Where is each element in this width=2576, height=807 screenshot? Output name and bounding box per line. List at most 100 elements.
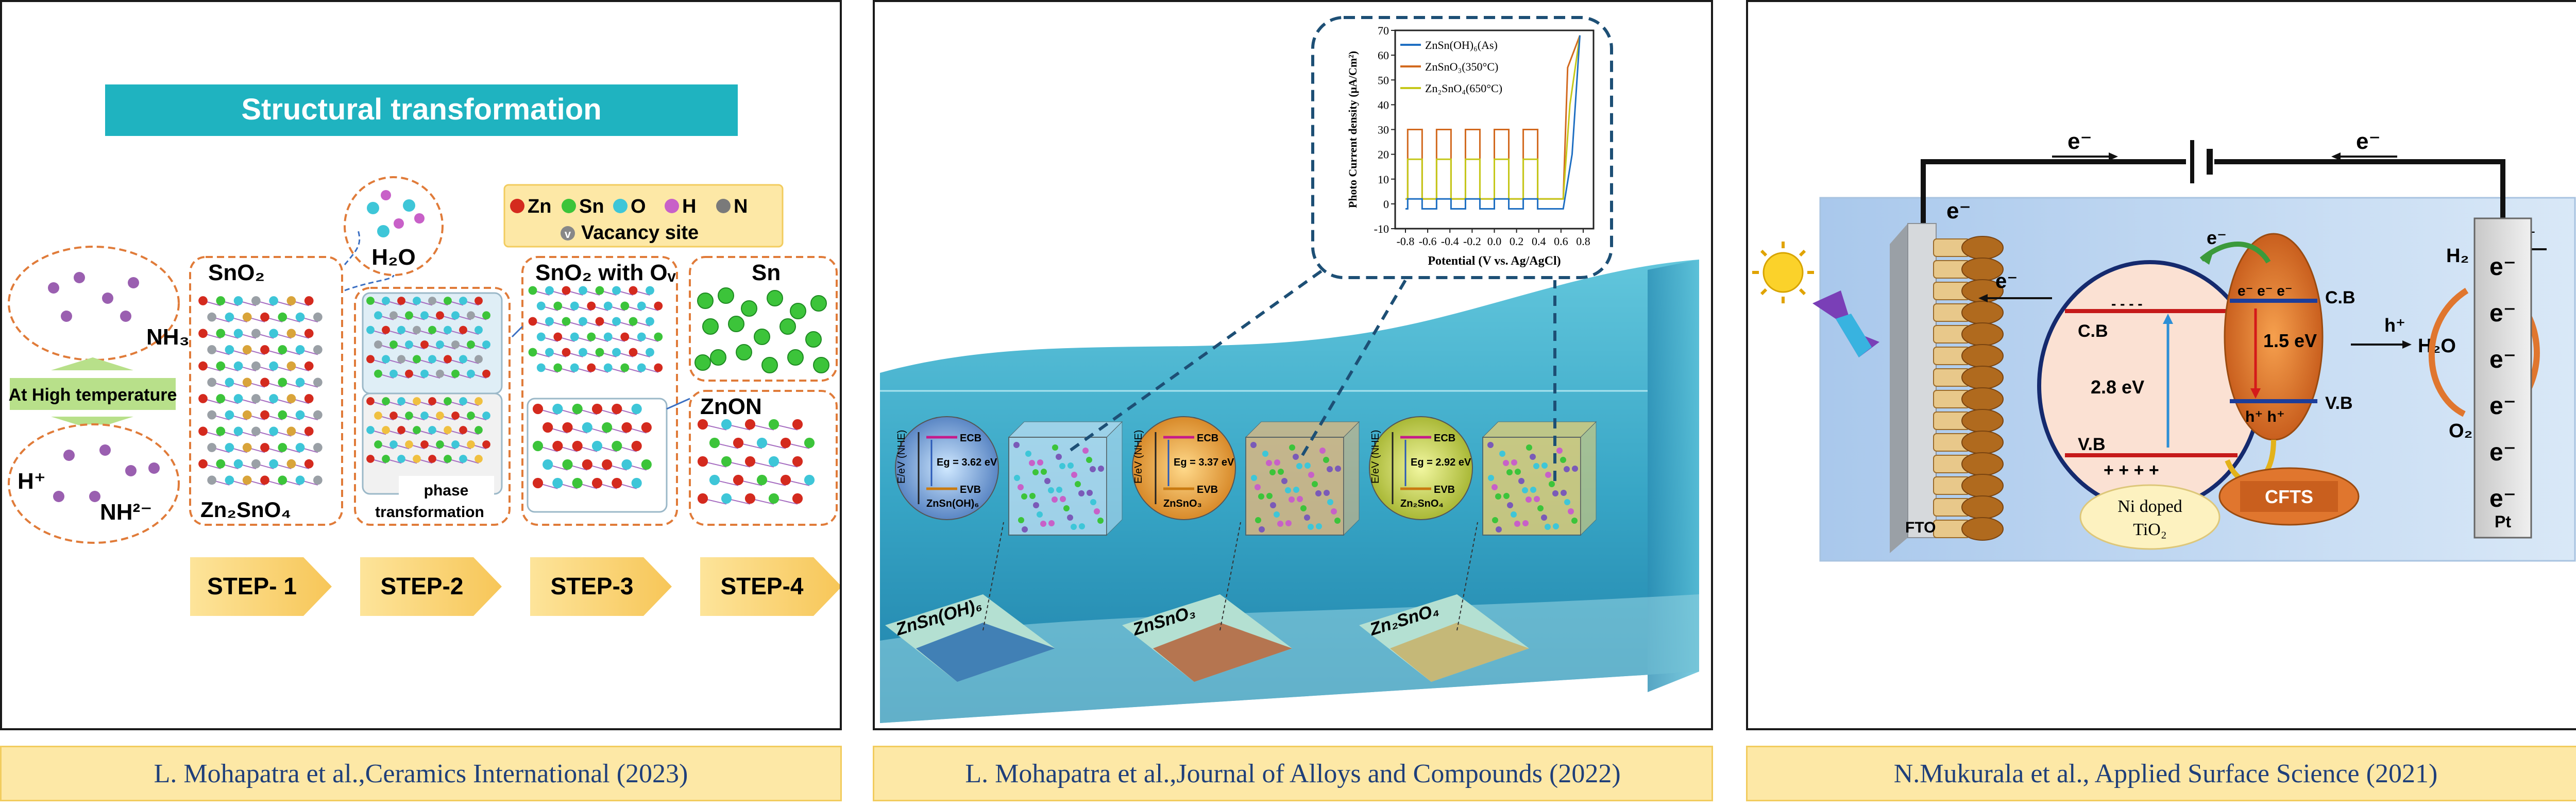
tio2-dashes: - - - - — [2111, 296, 2143, 312]
caption-right: N.Mukurala et al., Applied Surface Scien… — [1746, 746, 2576, 801]
pt-electron-1: e⁻ — [2489, 253, 2516, 281]
band-name-1: ZnSn(OH)₆ — [926, 498, 979, 509]
band-diagram-3: E/eV (NHE) ECB EVB Eg = 2.92 eV Zn₂SnO₄ — [1369, 416, 1597, 536]
nh3-bubble — [8, 246, 180, 361]
band-gap-2: Eg = 3.37 eV — [1174, 457, 1234, 468]
electron-arrowhead-right — [2331, 152, 2341, 161]
sun-icon — [1752, 242, 1814, 303]
phase-label-2: transformation — [375, 504, 484, 521]
band-diagram-2: E/eV (NHE) ECB EVB Eg = 3.37 eV ZnSnO₃ — [1132, 416, 1360, 536]
step2-top-lattice — [362, 292, 503, 394]
vacancy-icon — [561, 226, 575, 241]
series-znsnoh6 — [1405, 35, 1581, 210]
holes-label: + + + + — [2104, 460, 2159, 480]
evb-1: EVB — [960, 484, 981, 495]
step-label-3: STEP-3 — [550, 573, 633, 599]
cfts-gap-arrowhead — [2250, 388, 2261, 399]
legend-items: Zn Sn O H N — [510, 196, 748, 217]
ytick-2: 50 — [1378, 74, 1389, 87]
hole-arrowhead — [2402, 340, 2412, 349]
connector-3 — [511, 325, 523, 338]
step-arrow-4 — [700, 557, 840, 616]
wire-left — [1921, 159, 2186, 224]
crystal-cube-2 — [1245, 421, 1360, 536]
step2-bottom-crystal — [366, 397, 490, 464]
ytick-3: 40 — [1378, 98, 1389, 111]
pt-electron-2: e⁻ — [2489, 300, 2516, 327]
legend-label-o: O — [631, 196, 646, 217]
legend-dot-n — [716, 199, 731, 213]
znon-label: ZnON — [700, 394, 762, 419]
band-axis-1: E/eV (NHE) — [896, 430, 907, 484]
cfts-label-rect — [2240, 481, 2338, 512]
right-panel: e⁻ e⁻ FTO e⁻ - - - - C.B V.B 2.8 eV + + … — [1746, 0, 2576, 730]
ytick-8: -10 — [1374, 222, 1389, 235]
ytick-4: 30 — [1378, 124, 1389, 136]
band-axis-2: E/eV (NHE) — [1133, 430, 1144, 484]
band-name-3: Zn₂SnO₄ — [1400, 498, 1444, 509]
ni-tio2-label-1: Ni doped — [2117, 497, 2182, 516]
left-diagram: Structural transformation H₂O Zn Sn O H N v … — [8, 84, 840, 616]
o2-right: O₂ — [2449, 420, 2472, 442]
xtick-6: 0.4 — [1532, 235, 1546, 248]
caption-left: L. Mohapatra et al.,Ceramics Internation… — [0, 746, 842, 801]
legend-label-h: H — [682, 196, 696, 217]
cfts-vb-label: V.B — [2325, 393, 2353, 413]
inset-legend-1: ZnSn(OH)₆(As) — [1425, 39, 1498, 51]
left-panel: Structural transformation H₂O Zn Sn O H N v … — [0, 0, 842, 730]
legend-label-sn: Sn — [579, 196, 604, 217]
pt-electron-6: e⁻ — [2489, 485, 2516, 512]
xtick-1: -0.6 — [1419, 235, 1437, 248]
inset-legend-3: Zn₂SnO₄(650°C) — [1425, 82, 1502, 95]
h-plus-label: H⁺ — [18, 469, 46, 494]
cfts-electrons: e⁻ e⁻ e⁻ — [2238, 283, 2293, 299]
step-arrow-2 — [360, 557, 502, 616]
pt-electron-3: e⁻ — [2489, 346, 2516, 373]
ytick-6: 10 — [1378, 173, 1389, 186]
tio2-gap-arrowhead — [2163, 314, 2173, 324]
inset-ylabel: Photo Current density (μA/Cm²) — [1346, 51, 1359, 208]
sno2-label: SnO₂ — [208, 260, 265, 285]
xtick-8: 0.8 — [1576, 235, 1590, 248]
inset-xlabel: Potential (V vs. Ag/AgCl) — [1428, 254, 1561, 268]
fto-glass — [1907, 223, 1937, 538]
sn-atoms — [694, 287, 829, 373]
step3-top-crystal — [528, 286, 663, 373]
legend-dot-h — [665, 199, 679, 213]
h2o-right: H₂O — [2418, 335, 2456, 357]
sample-plates: ZnSn(OH)₆ ZnSnO₃ Zn₂SnO₄ — [885, 522, 1529, 682]
water-oxidation-arrow — [2428, 287, 2469, 417]
high-temp-arrow-up — [51, 357, 133, 370]
h-plus-1: h⁺ — [2384, 315, 2405, 336]
h2o-bubble — [344, 176, 444, 276]
xtick-0: -0.8 — [1397, 235, 1415, 248]
band-name-2: ZnSnO₃ — [1163, 498, 1202, 509]
tio2-cb-label: C.B — [2078, 321, 2108, 341]
high-temp-banner — [10, 378, 176, 410]
h-nh2-molecules — [53, 444, 160, 502]
h2o-connector-1 — [344, 228, 361, 265]
legend-label-zn: Zn — [528, 196, 551, 217]
xtick-4: 0.0 — [1487, 235, 1502, 248]
photocurrent-chart: 70 60 50 40 30 20 10 0 -10 -0.8 -0.6 -0.4 -0.2 0.0 0.2… — [1346, 24, 1595, 268]
banner-title: Structural transformation — [241, 93, 601, 126]
right-diagram: e⁻ e⁻ FTO e⁻ - - - - C.B V.B 2.8 eV + + … — [1752, 129, 2576, 562]
ecb-3: ECB — [1434, 433, 1455, 444]
legend-dot-sn — [562, 199, 576, 213]
inset-legend-2: ZnSnO₃(350°C) — [1425, 60, 1498, 73]
cfts-holes: h⁺ h⁺ — [2245, 408, 2285, 425]
nh3-label: NH₃ — [146, 324, 190, 350]
cfts-cb-label: C.B — [2325, 288, 2355, 307]
phase-label-1: phase — [424, 482, 469, 499]
legend-dot-zn — [510, 199, 524, 213]
step3-bottom-lattice — [527, 398, 668, 513]
electron-fto: e⁻ — [1946, 198, 1971, 224]
band-diagram-1: E/eV (NHE) ECB EVB Eg = 3.62 eV ZnSn(OH)₆ — [895, 416, 1123, 536]
step-label-1: STEP- 1 — [207, 573, 297, 599]
electron-label-right: e⁻ — [2356, 129, 2381, 154]
high-temp-arrow-down — [51, 417, 133, 430]
band-axis-3: E/eV (NHE) — [1370, 430, 1381, 484]
ytick-7: 0 — [1383, 198, 1389, 211]
xtick-2: -0.4 — [1441, 235, 1459, 248]
band-gap-1: Eg = 3.62 eV — [937, 457, 997, 468]
